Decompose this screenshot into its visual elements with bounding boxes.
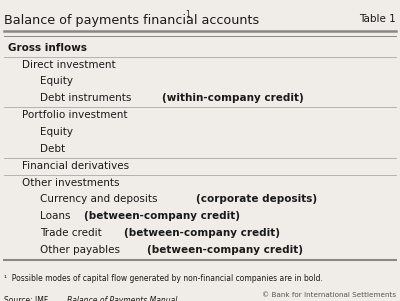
Text: Gross inflows: Gross inflows <box>8 43 87 53</box>
Text: Equity: Equity <box>40 127 73 137</box>
Text: (between-company credit): (between-company credit) <box>148 245 304 255</box>
Text: (between-company credit): (between-company credit) <box>124 228 280 238</box>
Text: Portfolio investment: Portfolio investment <box>22 110 128 120</box>
Text: Other payables: Other payables <box>40 245 123 255</box>
Text: Loans: Loans <box>40 211 74 221</box>
Text: Balance of Payments Manual: Balance of Payments Manual <box>67 296 178 301</box>
Text: Other investments: Other investments <box>22 178 120 188</box>
Text: Debt instruments: Debt instruments <box>40 93 135 103</box>
Text: Source: IMF,: Source: IMF, <box>4 296 53 301</box>
Text: Debt: Debt <box>40 144 65 154</box>
Text: .: . <box>210 296 212 301</box>
Text: Equity: Equity <box>40 76 73 86</box>
Text: (within-company credit): (within-company credit) <box>162 93 304 103</box>
Text: Balance of payments financial accounts: Balance of payments financial accounts <box>4 14 259 26</box>
Text: Table 1: Table 1 <box>359 14 396 23</box>
Text: ¹  Possible modes of capital flow generated by non-financial companies are in bo: ¹ Possible modes of capital flow generat… <box>4 274 323 283</box>
Text: Trade credit: Trade credit <box>40 228 105 238</box>
Text: Financial derivatives: Financial derivatives <box>22 161 129 171</box>
Text: Currency and deposits: Currency and deposits <box>40 194 161 204</box>
Text: Direct investment: Direct investment <box>22 60 116 70</box>
Text: 1: 1 <box>185 10 190 19</box>
Text: © Bank for International Settlements: © Bank for International Settlements <box>262 292 396 298</box>
Text: (corporate deposits): (corporate deposits) <box>196 194 317 204</box>
Text: (between-company credit): (between-company credit) <box>84 211 240 221</box>
